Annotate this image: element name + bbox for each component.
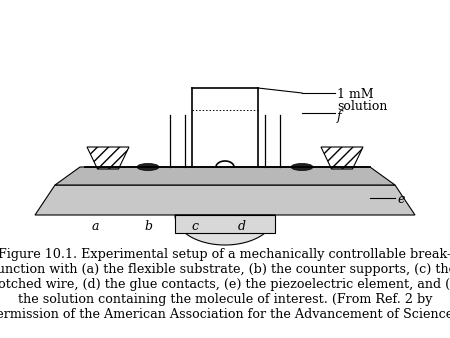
Text: 1 mM: 1 mM [337,88,374,101]
Text: d: d [238,220,246,233]
Polygon shape [175,215,275,245]
Text: e: e [397,193,405,206]
Text: junction with (a) the flexible substrate, (b) the counter supports, (c) the: junction with (a) the flexible substrate… [0,263,450,276]
Ellipse shape [291,164,313,170]
Bar [175,215,275,233]
Ellipse shape [137,164,159,170]
Text: f: f [337,110,342,123]
Text: permission of the American Association for the Advancement of Science.): permission of the American Association f… [0,308,450,321]
Text: c: c [192,220,198,233]
Text: Figure 10.1. Experimental setup of a mechanically controllable break-: Figure 10.1. Experimental setup of a mec… [0,248,450,261]
Text: solution: solution [337,100,387,113]
Text: notched wire, (d) the glue contacts, (e) the piezoelectric element, and (f): notched wire, (d) the glue contacts, (e)… [0,278,450,291]
Text: b: b [144,220,152,233]
Polygon shape [55,167,395,185]
Text: the solution containing the molecule of interest. (From Ref. 2 by: the solution containing the molecule of … [18,293,432,306]
Polygon shape [35,185,415,215]
Text: a: a [91,220,99,233]
